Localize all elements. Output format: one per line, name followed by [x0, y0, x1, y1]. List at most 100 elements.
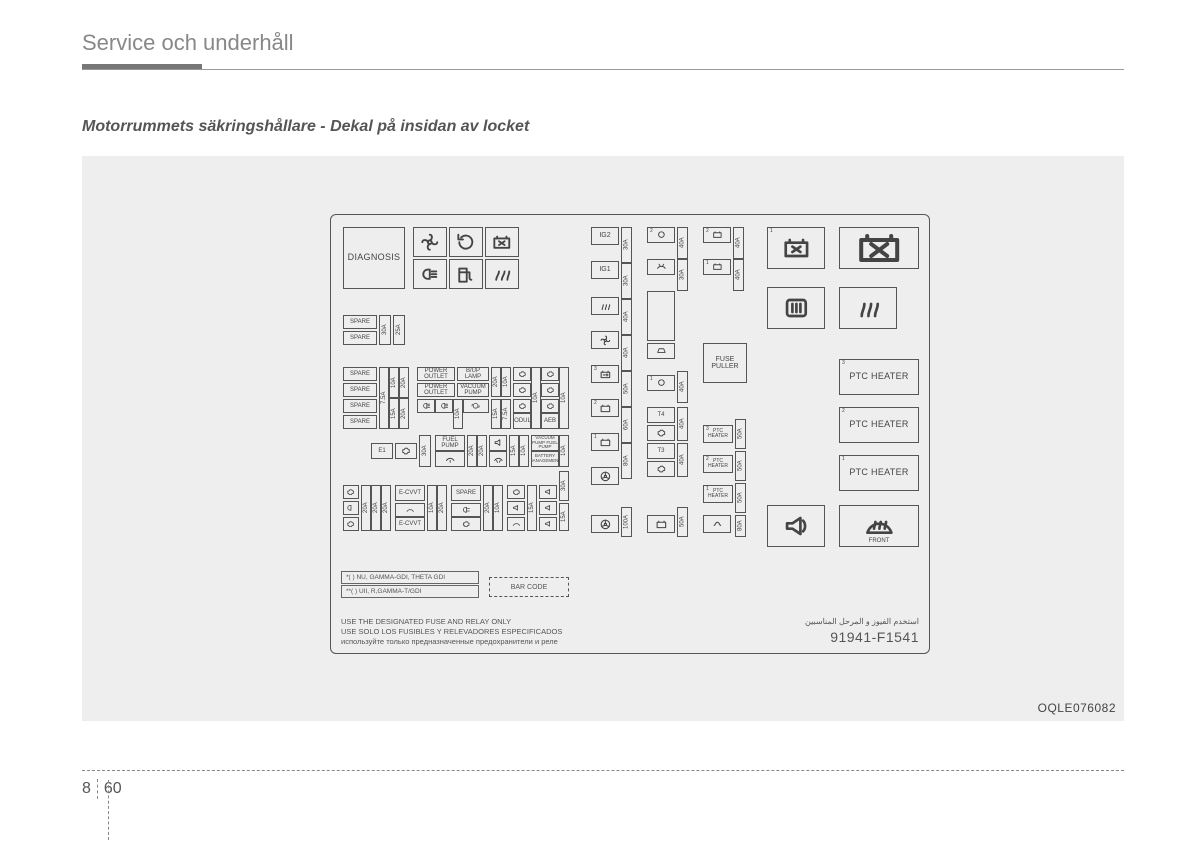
ptc-label: PTC HEATER	[849, 468, 908, 477]
fuelpump-relay-icon	[449, 259, 483, 289]
spare-label: SPARE	[343, 367, 377, 381]
manual-page: Service och underhåll Motorrummets säkri…	[82, 30, 1124, 721]
battery-icon: 2	[591, 399, 619, 417]
amp-20a: 20A	[477, 435, 487, 467]
amp-15a: 15A	[491, 399, 501, 429]
spare-label: SPARE	[343, 331, 377, 345]
amp-10a: 10A	[493, 485, 503, 531]
barcode-placeholder: BAR CODE	[489, 577, 569, 597]
page-footer: 8 60	[82, 770, 1124, 799]
amp-50a: 50A	[735, 483, 746, 513]
engine-icon	[513, 367, 531, 381]
amp-20a: 20A	[491, 367, 501, 397]
ptc-label: PTC HEATER	[849, 372, 908, 381]
amp-30a: 30A	[419, 435, 431, 467]
steering-icon	[591, 467, 619, 485]
warning-ru: используйте только предназначенные предо…	[341, 637, 562, 647]
horn-icon	[489, 435, 507, 451]
glowplug-relay-icon	[485, 259, 519, 289]
spare-label: SPARE	[343, 399, 377, 413]
engine-icon	[343, 517, 359, 531]
diagnosis-relay: DIAGNOSIS	[343, 227, 405, 289]
battery-icon: 3	[591, 365, 619, 383]
footer-vertical-dash	[108, 780, 109, 840]
amp-50a: 50A	[621, 371, 632, 407]
amp-10a: 10A	[389, 367, 399, 398]
engine-icon	[343, 485, 359, 499]
front-defrost-relay: FRONT	[839, 505, 919, 547]
horn-icon	[539, 485, 557, 499]
horn-icon	[539, 501, 557, 515]
fuel-pump-label: FUEL PUMP	[435, 435, 465, 451]
power-outlet-label: POWER OUTLET	[417, 383, 455, 397]
amp-10a: 10A	[519, 435, 529, 467]
amp-60a: 60A	[621, 407, 632, 443]
wiper-icon	[489, 451, 507, 467]
engine-note-1: *( ) NU, GAMMA-GDI, THETA GDI	[341, 571, 479, 584]
bup-lamp-label: B/UP LAMP	[457, 367, 489, 381]
amp-40a: 40A	[677, 371, 688, 403]
amp-20a: 20A	[361, 485, 371, 531]
aeb-label: AEB	[541, 413, 559, 429]
section-title: Motorrummets säkringshållare - Dekal på …	[82, 118, 1124, 136]
engine-icon	[513, 383, 531, 397]
spacer-cell	[647, 291, 675, 341]
restart-relay-icon	[449, 227, 483, 257]
ecvvt-label: E-CVVT	[395, 485, 425, 501]
battery-x-relay-large	[839, 227, 919, 269]
amp-7-5a: 7.5A	[501, 399, 511, 429]
ptc-heater-1: 1PTC HEATER	[703, 485, 733, 503]
battery-mgmt-label: BATTERY MANAGEMENT	[531, 451, 559, 467]
fuse-box-diagram: DIAGNOSIS SPARE SPARE 30A 25A	[330, 214, 930, 654]
amp-20a: 20A	[437, 485, 447, 531]
ig1-label: IG1	[591, 261, 619, 279]
amp-80a: 80A	[621, 443, 632, 479]
headlight-icon	[417, 399, 435, 413]
diagram-footer: USE THE DESIGNATED FUSE AND RELAY ONLY U…	[341, 617, 919, 647]
module-label: MODULE	[513, 413, 531, 429]
fan-relay-icon	[413, 227, 447, 257]
engine-icon	[541, 399, 559, 413]
spare-label: SPARE	[343, 415, 377, 429]
vacuum-pump-label: VACUUM PUMP	[457, 383, 489, 397]
amp-40a: 40A	[677, 407, 688, 441]
amp-30a: 30A	[559, 471, 569, 501]
headlight-icon	[435, 399, 453, 413]
tailgate-icon	[647, 343, 675, 359]
amp-10a: 10A	[453, 399, 463, 429]
t4-label: T4	[647, 407, 675, 423]
horn-icon	[539, 517, 557, 531]
sunroof-icon	[647, 259, 675, 275]
amp-20a: 20A	[399, 398, 409, 429]
ptc-label: PTC HEATER	[849, 420, 908, 429]
amp-10a: 10A	[501, 367, 511, 397]
engine-icon	[541, 383, 559, 397]
fan-icon	[591, 331, 619, 349]
abs-icon	[463, 399, 489, 413]
spare-label: SPARE	[451, 485, 481, 501]
amp-40a: 40A	[621, 335, 632, 371]
engine-icon	[513, 399, 531, 413]
defrost-relay-2	[839, 287, 897, 329]
part-number: 91941-F1541	[805, 628, 919, 647]
battery-icon: 1	[703, 259, 731, 275]
headlight-icon	[343, 501, 359, 515]
amp-30a: 30A	[621, 263, 632, 299]
vacuum-fuel-label: VACUUM PUMP FUEL PUMP	[531, 435, 559, 451]
defrost-relay	[767, 287, 825, 329]
header-rule	[82, 64, 1124, 70]
amp-15a: 15A	[509, 435, 519, 467]
ptc-heater-relay-1: 1PTC HEATER	[839, 455, 919, 491]
ptc-heater-relay-3: 3PTC HEATER	[839, 359, 919, 395]
warning-ar: استخدم الفيوز و المرحل المناسبين	[805, 617, 919, 628]
engine-notes: *( ) NU, GAMMA-GDI, THETA GDI **( ) UII,…	[341, 571, 479, 599]
battery-icon: 2	[703, 227, 731, 243]
engine-icon	[647, 461, 675, 477]
amp-20a: 20A	[399, 367, 409, 398]
amp-7-5a: 7.5A	[379, 367, 389, 429]
power-outlet-label: POWER OUTLET	[417, 367, 455, 381]
figure-reference: OQLE076082	[1038, 701, 1116, 715]
steering-icon	[591, 515, 619, 533]
amp-40a: 40A	[733, 259, 744, 291]
ptc-heater-2: 2PTC HEATER	[703, 455, 733, 473]
